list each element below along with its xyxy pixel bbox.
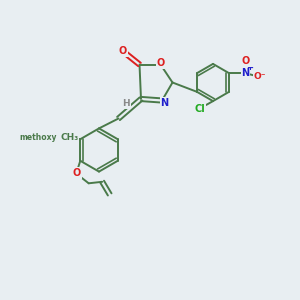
Text: O: O: [156, 58, 165, 68]
Text: Cl: Cl: [194, 103, 205, 114]
Text: methoxy: methoxy: [20, 133, 57, 142]
Text: N: N: [160, 98, 169, 108]
Text: H: H: [122, 99, 130, 108]
Text: O⁻: O⁻: [254, 72, 266, 81]
Text: +: +: [246, 63, 253, 72]
Text: O: O: [73, 168, 81, 178]
Text: O: O: [119, 46, 127, 56]
Text: O: O: [61, 133, 69, 143]
Text: N: N: [242, 68, 250, 78]
Text: CH₃: CH₃: [61, 133, 79, 142]
Text: O: O: [242, 56, 250, 66]
